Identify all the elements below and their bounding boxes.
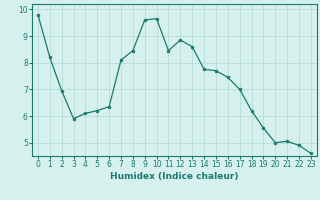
X-axis label: Humidex (Indice chaleur): Humidex (Indice chaleur) [110, 172, 239, 181]
